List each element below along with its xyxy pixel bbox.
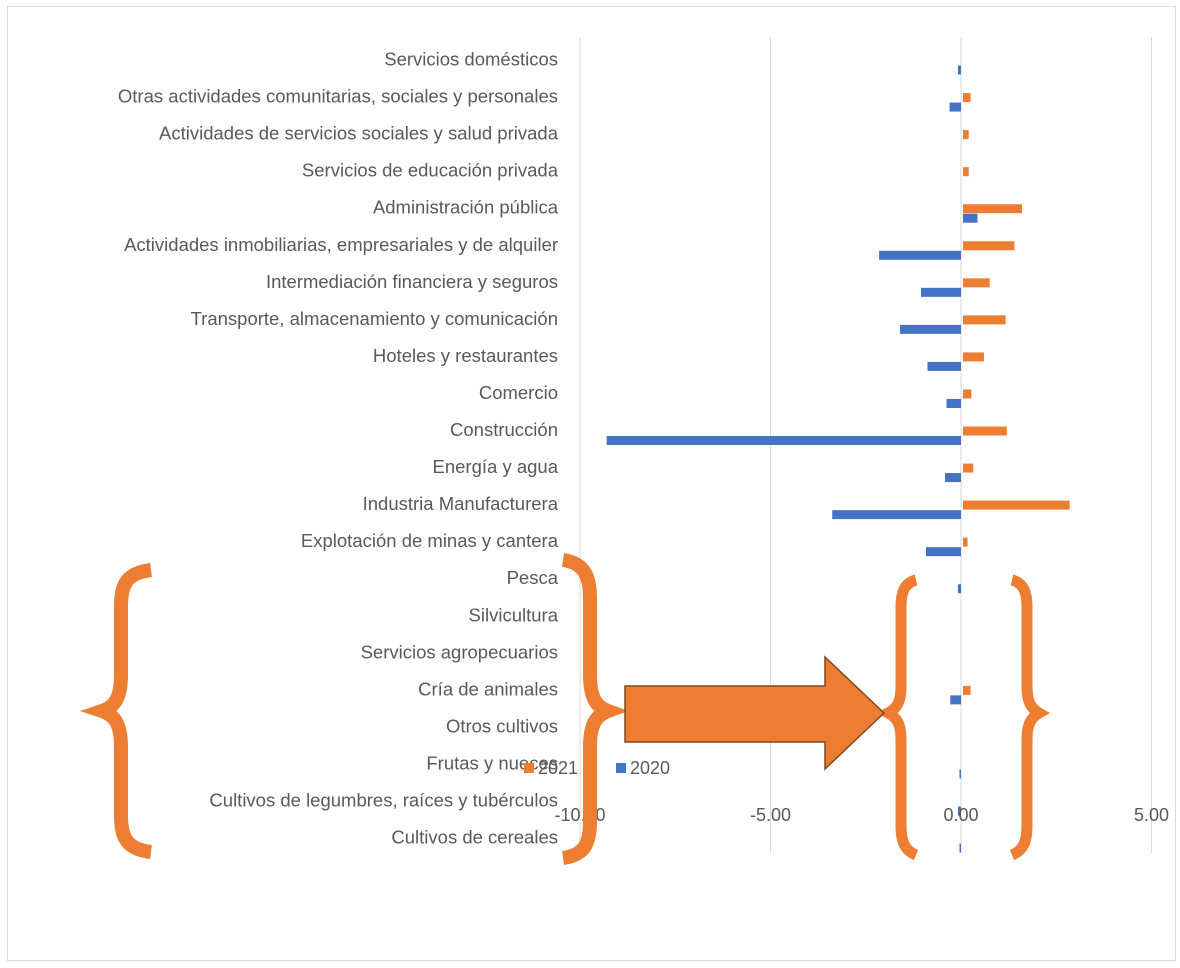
legend-label: 2021 bbox=[538, 758, 578, 778]
bar-2020 bbox=[927, 361, 961, 371]
category-label: Silvicultura bbox=[469, 604, 559, 625]
x-axis-ticks: -10.00 -5.00 0.00 5.00 bbox=[554, 805, 1169, 825]
bar-2021 bbox=[963, 167, 969, 177]
bar-2021 bbox=[963, 463, 974, 473]
category-label: Actividades inmobiliarias, empresariales… bbox=[124, 234, 558, 255]
bar-2021 bbox=[963, 278, 990, 288]
bar-2020 bbox=[832, 510, 961, 520]
bar-2021 bbox=[963, 537, 968, 547]
category-label: Actividades de servicios sociales y salu… bbox=[159, 123, 559, 144]
category-label: Construcción bbox=[450, 419, 558, 440]
annotations bbox=[79, 553, 1051, 865]
bar-2021 bbox=[963, 93, 971, 103]
bar-chart: Servicios domésticos Otras actividades co… bbox=[79, 37, 1169, 865]
bar-2021 bbox=[963, 204, 1023, 214]
bar-2021 bbox=[963, 426, 1007, 436]
category-labels: Servicios domésticos Otras actividades co… bbox=[118, 49, 559, 848]
category-label: Transporte, almacenamiento y comunicació… bbox=[191, 308, 558, 329]
category-label: Servicios domésticos bbox=[384, 49, 558, 70]
legend-label: 2020 bbox=[630, 758, 670, 778]
category-label: Administración pública bbox=[373, 197, 559, 218]
right-brace-icon bbox=[561, 553, 629, 865]
category-label: Pesca bbox=[507, 567, 559, 588]
bar-2020 bbox=[949, 102, 961, 112]
left-brace-icon bbox=[79, 563, 153, 859]
legend: 2021 2020 bbox=[524, 758, 670, 778]
category-label: Comercio bbox=[479, 382, 558, 403]
category-label: Intermediación financiera y seguros bbox=[266, 271, 558, 292]
x-tick-label: 5.00 bbox=[1134, 805, 1169, 825]
small-left-bracket-icon bbox=[875, 574, 919, 861]
bar-2020 bbox=[606, 436, 961, 446]
bar-2020 bbox=[963, 213, 978, 223]
category-label: Cría de animales bbox=[418, 678, 558, 699]
category-label: Cultivos de legumbres, raíces y tubércul… bbox=[209, 790, 558, 811]
category-label: Servicios agropecuarios bbox=[361, 641, 558, 662]
legend-swatch-2021 bbox=[524, 763, 534, 773]
arrow-right-icon bbox=[624, 655, 886, 771]
category-label: Industria Manufacturera bbox=[363, 493, 559, 514]
category-label: Hoteles y restaurantes bbox=[373, 345, 558, 366]
x-tick-label: -10.00 bbox=[554, 805, 605, 825]
bar-2021 bbox=[963, 315, 1006, 325]
bar-2020 bbox=[959, 769, 961, 779]
bar-2020 bbox=[950, 695, 961, 705]
bar-2020 bbox=[946, 398, 961, 408]
category-label: Energía y agua bbox=[433, 456, 559, 477]
chart-frame: Servicios domésticos Otras actividades co… bbox=[7, 6, 1176, 961]
bar-2020 bbox=[959, 843, 961, 853]
category-label: Cultivos de cereales bbox=[391, 827, 558, 848]
category-label: Servicios de educación privada bbox=[302, 160, 559, 181]
category-label: Otros cultivos bbox=[446, 715, 558, 736]
bar-2020 bbox=[920, 287, 961, 297]
bar-2021 bbox=[963, 685, 971, 695]
small-right-bracket-icon bbox=[1009, 574, 1051, 861]
bar-2020 bbox=[944, 473, 961, 483]
bar-2020 bbox=[957, 806, 961, 816]
legend-swatch-2020 bbox=[616, 763, 626, 773]
bar-2020 bbox=[900, 324, 961, 334]
category-label: Explotación de minas y cantera bbox=[301, 530, 559, 551]
bar-2021 bbox=[963, 389, 972, 399]
bars bbox=[606, 65, 1070, 853]
bar-2021 bbox=[963, 352, 984, 362]
bar-2020 bbox=[925, 547, 961, 557]
bar-2021 bbox=[963, 241, 1015, 251]
x-tick-label: -5.00 bbox=[750, 805, 791, 825]
bar-2021 bbox=[963, 130, 969, 140]
category-label: Otras actividades comunitarias, sociales… bbox=[118, 86, 558, 107]
bar-2020 bbox=[957, 65, 961, 75]
bar-2021 bbox=[963, 500, 1070, 510]
bar-2020 bbox=[879, 250, 961, 260]
x-tick-label: 0.00 bbox=[943, 805, 978, 825]
bar-2020 bbox=[957, 584, 961, 594]
